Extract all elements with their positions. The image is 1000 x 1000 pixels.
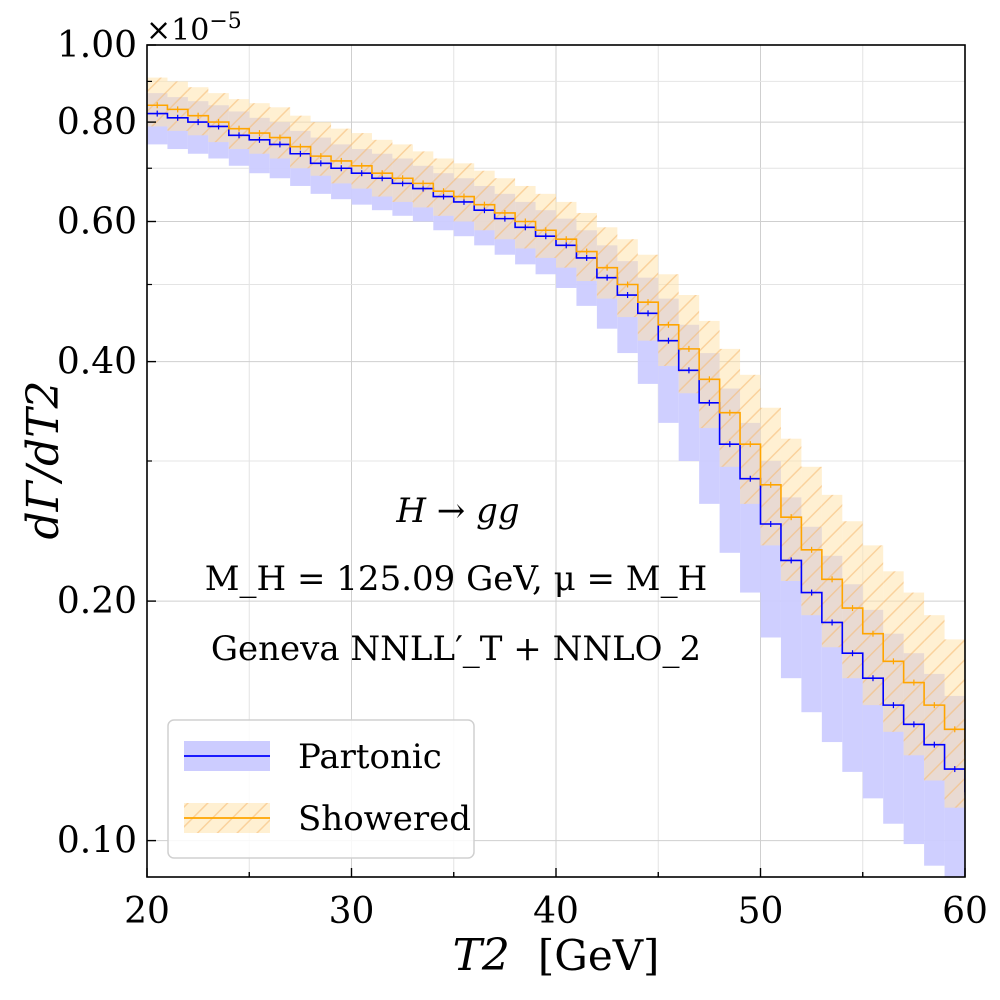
- showered-band-bin: [821, 494, 843, 648]
- showered-band-bin: [944, 639, 965, 808]
- annotation-process: H → gg: [395, 491, 519, 531]
- showered-band-bin: [556, 201, 577, 268]
- showered-band-bin: [719, 348, 741, 467]
- showered-band-bin: [760, 407, 781, 546]
- showered-band-bin: [515, 185, 536, 249]
- showered-band-bin: [699, 320, 720, 429]
- x-tick-label: 50: [738, 891, 784, 932]
- showered-band-bin: [576, 212, 597, 282]
- legend-label-partonic: Partonic: [298, 737, 442, 777]
- x-tick-label: 30: [329, 891, 375, 932]
- showered-band-bin: [392, 144, 413, 202]
- y-tick-label: 0.10: [57, 821, 137, 862]
- showered-band-bin: [208, 93, 229, 143]
- showered-band-bin: [228, 99, 250, 150]
- showered-band-bin: [453, 163, 475, 222]
- legend: Partonic Showered: [167, 719, 475, 859]
- x-axis-symbol: T2: [453, 930, 510, 981]
- showered-band-bin: [658, 274, 679, 366]
- legend-label-showered: Showered: [298, 799, 471, 839]
- showered-band-bin: [678, 295, 700, 394]
- showered-band-bin: [862, 545, 884, 706]
- annotation-accuracy: Geneva NNLL′_T + NNLO_2: [211, 629, 701, 669]
- showered-band-bin: [780, 438, 802, 581]
- showered-band-bin: [331, 128, 352, 184]
- showered-band-bin: [167, 81, 188, 131]
- showered-band-bin: [147, 77, 168, 127]
- showered-band-bin: [187, 87, 209, 136]
- y-axis-label: dΓ/dT2: [18, 380, 69, 539]
- y-tick-label: 0.40: [57, 342, 137, 383]
- showered-band-bin: [883, 571, 904, 732]
- showered-band-bin: [433, 158, 454, 216]
- showered-band-bin: [596, 227, 618, 299]
- showered-band-bin: [637, 254, 659, 341]
- showered-band-bin: [924, 615, 945, 781]
- showered-band-bin: [494, 178, 516, 240]
- showered-band-bin: [269, 107, 291, 159]
- showered-band-bin: [903, 592, 925, 756]
- showered-band-bin: [842, 521, 863, 679]
- y-tick-label: 0.20: [57, 581, 137, 622]
- x-axis-label: T2 [GeV]: [453, 930, 660, 981]
- x-tick-label: 40: [533, 891, 579, 932]
- axis-ticks: 20 30 40 50 60 0.10 0.20 0.40 0.60 0.80 1.00: [57, 25, 988, 932]
- y-multiplier: ×10−5: [146, 9, 242, 48]
- showered-step-line: [147, 104, 965, 756]
- showered-band-bin: [535, 193, 556, 258]
- showered-band-bin: [371, 139, 393, 197]
- showered-band-bin: [617, 239, 638, 318]
- x-tick-label: 60: [942, 891, 988, 932]
- showered-band-bin: [351, 133, 372, 189]
- x-tick-label: 20: [124, 891, 170, 932]
- y-tick-label: 0.60: [57, 202, 137, 243]
- annotation-params: M_H = 125.09 GeV, μ = M_H: [205, 559, 708, 599]
- showered-band-bin: [249, 103, 270, 154]
- y-tick-label: 1.00: [57, 25, 137, 66]
- showered-band-bin: [412, 151, 434, 208]
- showered-band-bin: [801, 466, 822, 616]
- y-tick-label: 0.80: [57, 102, 137, 143]
- showered-band-bin: [740, 374, 761, 504]
- showered-band-bin: [310, 122, 332, 176]
- x-axis-unit: [GeV]: [538, 931, 660, 980]
- y-multiplier-base: ×10: [146, 13, 209, 48]
- series-lines: [147, 102, 965, 796]
- showered-band-bin: [474, 170, 495, 231]
- y-multiplier-exponent: −5: [209, 9, 241, 34]
- partonic-step-line: [147, 112, 965, 793]
- showered-band-bin: [290, 115, 311, 169]
